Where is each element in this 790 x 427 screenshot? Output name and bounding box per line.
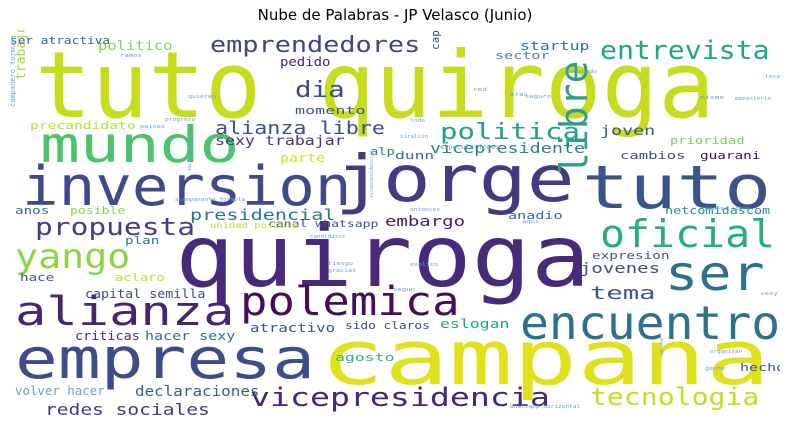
word-encuentro: encuentro: [520, 296, 780, 350]
word-criticas: criticas: [75, 329, 140, 343]
word-eslogan: eslogan: [440, 317, 510, 331]
word-emprendedores: emprendedores: [210, 33, 421, 58]
word-alianza: alianza: [15, 289, 235, 335]
word-posible: posible: [70, 204, 126, 217]
word-especulaciones: especulaciones: [440, 144, 500, 151]
word-anadio: anadio: [508, 209, 563, 222]
word-capital: capital: [429, 30, 442, 50]
word-entrevista: entrevista: [600, 36, 770, 66]
word-vicepresidencial: vicepresidencial: [369, 149, 375, 198]
word-mundo: mundo: [40, 116, 240, 174]
word-riesgo: riesgo: [328, 261, 354, 267]
word-candidatos: candidatos: [310, 234, 346, 240]
word-aqui: aqui: [522, 219, 540, 225]
word-plan: plan: [125, 234, 160, 247]
word-sector: sector: [495, 49, 550, 62]
word-prioridad: prioridad: [670, 134, 745, 147]
word-sexy: sexy: [760, 291, 779, 297]
word-guarani: guarani: [700, 149, 761, 162]
word-anos: anos: [15, 204, 50, 217]
word-paises: paises: [140, 124, 166, 130]
word-campana: campana: [320, 313, 771, 402]
word-expresion: expresion: [592, 249, 670, 262]
word-segun: segun: [393, 287, 416, 293]
word-vicepresidente: vicepresidente: [430, 141, 586, 157]
word-todo: todo: [410, 118, 426, 124]
word-hacer-sexy: hacer sexy: [145, 329, 236, 343]
word-ser: ser: [665, 246, 765, 302]
word-presidencial: presidencial: [190, 206, 336, 224]
word-tuto-quiroga: tuto quiroga: [35, 32, 715, 139]
word-momento: momento: [295, 104, 366, 117]
word-joven: joven: [600, 124, 656, 139]
word-canal-whatsapp: canal whatsapp: [268, 219, 379, 230]
word-socializar: socializar: [187, 140, 193, 171]
word-atractivo: atractivo: [250, 321, 336, 335]
word-netcomidascom: netcomidascom: [665, 204, 771, 217]
word-tecnologia: tecnologia: [590, 383, 760, 411]
word-vacuna: vacuna: [659, 337, 665, 356]
word-eras: eras: [510, 92, 529, 98]
word-inversion: inversion: [22, 155, 352, 218]
word-cambios: cambios: [620, 149, 686, 162]
word-quieren: quieren: [188, 94, 217, 100]
word-jorge: jorge: [335, 143, 575, 217]
word-explico: explico: [410, 262, 439, 268]
word-gente: gente: [705, 366, 726, 372]
word-libre: libre: [552, 60, 596, 175]
word-gracias: gracias: [328, 268, 357, 274]
word-hace: hace: [20, 271, 55, 284]
word-entonces: entonces: [410, 207, 441, 213]
word-startup: startup: [520, 39, 590, 53]
word-tema: tema: [590, 283, 656, 304]
word-precandidato: precandidato: [30, 119, 136, 132]
word-prensa-libre: prensa libre: [705, 206, 751, 212]
word-sexy-trabajar: sexy trabajar: [215, 134, 345, 149]
word-mismo: mismo: [700, 95, 725, 101]
word-whatsapp-horizontal: whatsapp horizontal: [510, 404, 581, 410]
word-embargo: embargo: [385, 214, 466, 230]
word-monasterio: monasterio: [735, 96, 772, 102]
word-dia: dia: [295, 78, 345, 103]
word-dunn: dunn: [395, 149, 435, 162]
word-ser-atractiva: ser atractiva: [10, 34, 111, 47]
word-companero-formula: companero formula: [10, 35, 17, 107]
word-cloud: tuto quiroga jorge quiroga inversion tuto cam…: [10, 30, 780, 420]
word-unidad-posible: unidad posible: [210, 221, 299, 230]
word-pedido: pedido: [280, 55, 331, 69]
word-agosto: agosto: [335, 351, 395, 364]
word-siralsin: siralsin: [400, 134, 429, 140]
word-ramos: ramos: [120, 53, 143, 59]
word-declaraciones: declaraciones: [135, 384, 260, 400]
word-generado: generado: [565, 69, 598, 75]
word-parte: parte: [280, 151, 326, 165]
word-propuesta: propuesta: [35, 213, 196, 241]
word-redes-sociales: redes sociales: [45, 400, 210, 419]
word-alianza-libre: alianza libre: [215, 118, 385, 139]
word-sido-claros: sido claros: [345, 319, 430, 332]
word-politica: politica: [440, 120, 580, 145]
word-quiroga: quiroga: [175, 207, 591, 307]
chart-title: Nube de Palabras - JP Velasco (Junio): [257, 6, 533, 24]
word-tuto: tuto: [582, 153, 772, 223]
word-empresa: empresa: [15, 327, 315, 392]
word-progreso: progreso: [165, 117, 196, 123]
word-alp: alp: [370, 145, 395, 158]
word-yango: yango: [15, 237, 131, 277]
word-acompanante-formula: acompanante formula: [175, 197, 246, 203]
word-polemica: polemica: [240, 279, 460, 325]
word-politico: politico: [98, 39, 173, 54]
word-lesa: lesa: [765, 74, 780, 80]
word-seguro: seguro: [525, 94, 552, 100]
word-volver-hacer: volver hacer: [15, 384, 105, 398]
word-capital-semilla: capital semilla: [85, 287, 206, 301]
word-aclaro: aclaro: [115, 271, 165, 284]
word-jovenes: jovenes: [580, 261, 661, 277]
word-hecho: hecho: [740, 361, 780, 374]
word-vicepresidencia: vicepresidencia: [250, 383, 550, 413]
word-organizan: organizan: [710, 349, 743, 355]
word-red: red: [473, 87, 488, 93]
word-oficial: oficial: [600, 212, 776, 256]
